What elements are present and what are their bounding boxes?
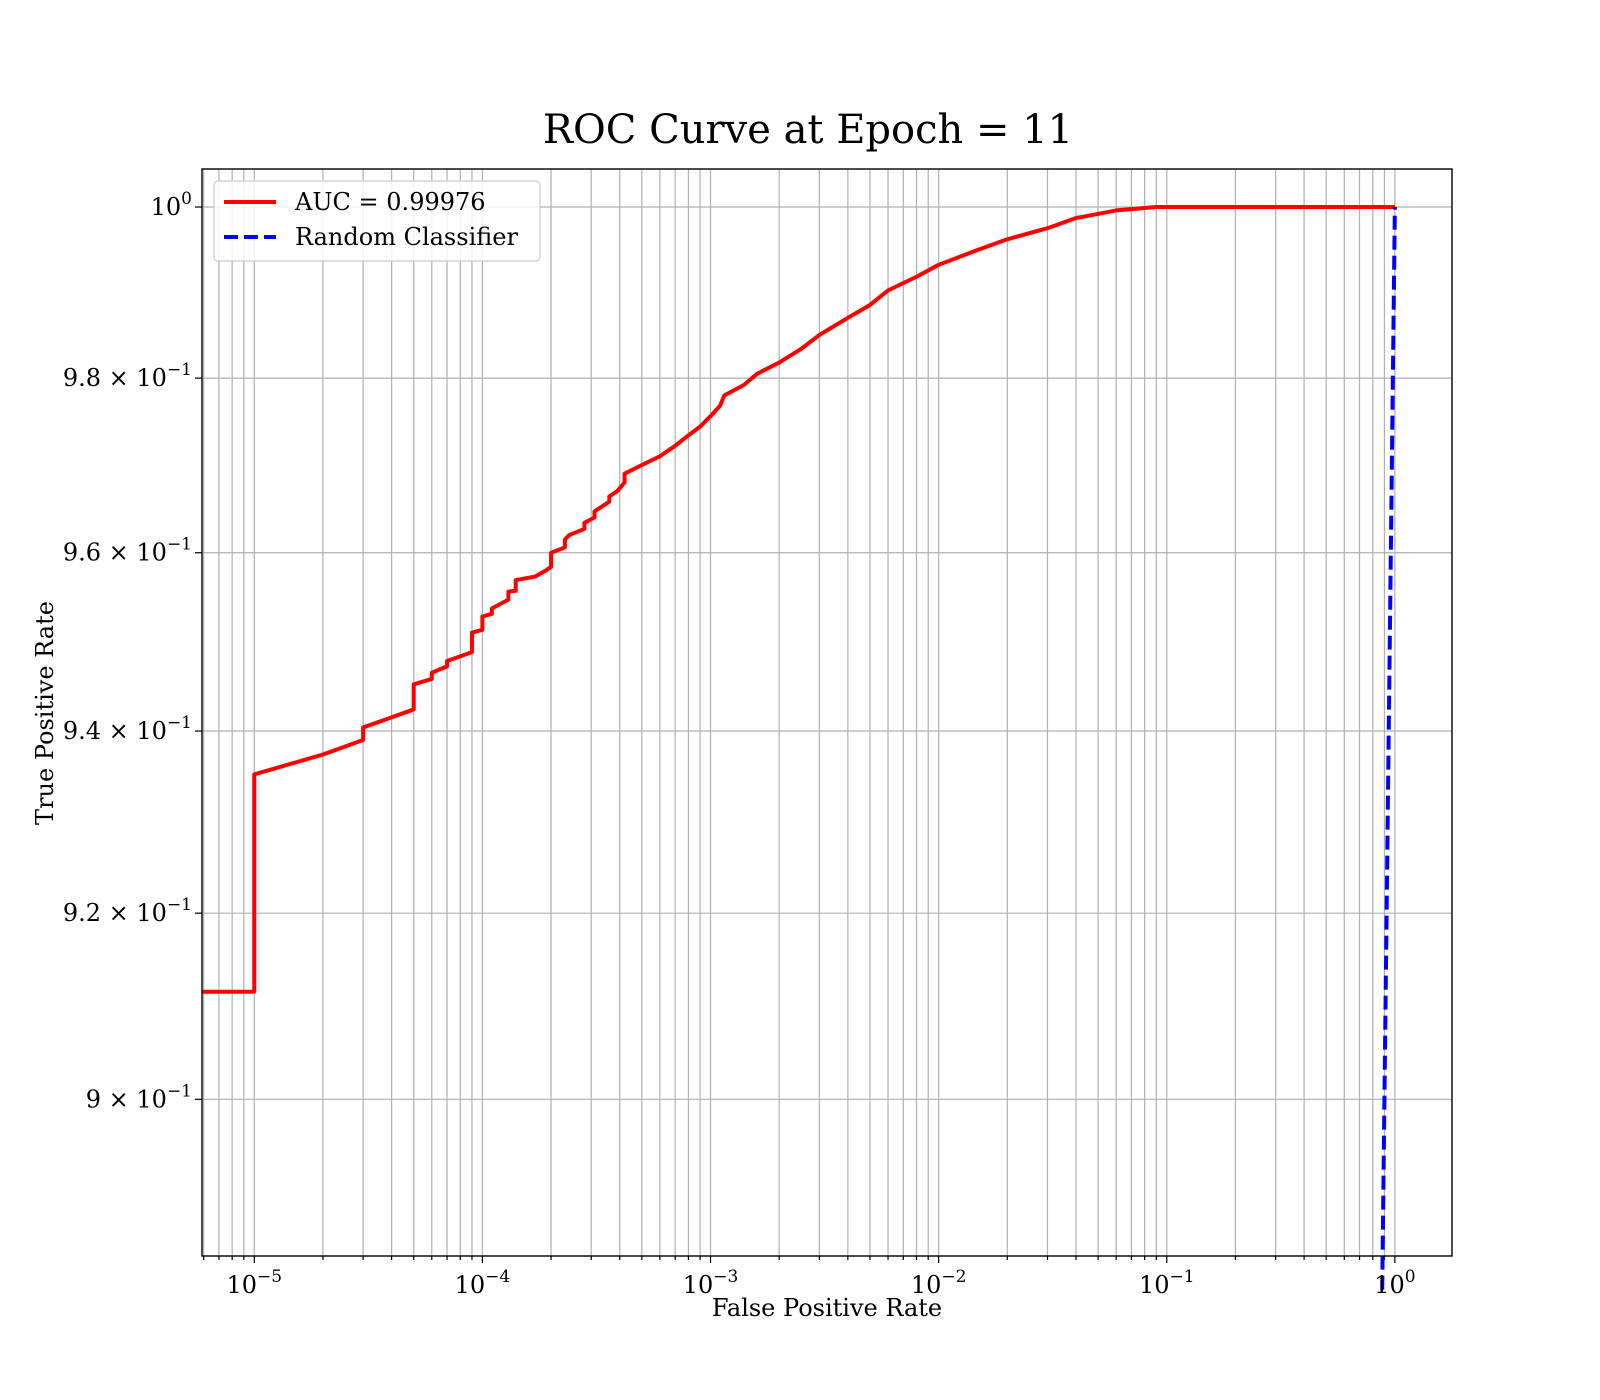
x-axis-label: False Positive Rate: [712, 1294, 942, 1322]
legend: AUC = 0.99976 Random Classifier: [213, 180, 541, 262]
y-tick-label: 9.8 × 10−1: [63, 360, 192, 392]
x-tick-label: 10−4: [455, 1267, 511, 1299]
y-tick-label: 9.6 × 10−1: [63, 535, 192, 567]
x-tick-label: 10−5: [226, 1267, 282, 1299]
y-tick-label: 9 × 10−1: [86, 1081, 192, 1113]
y-tick-label: 9.2 × 10−1: [63, 895, 192, 927]
x-tick-label: 100: [1374, 1267, 1415, 1299]
random-classifier-line: [1380, 206, 1397, 1290]
roc-curve-line: [202, 205, 1395, 994]
legend-box: [213, 180, 541, 262]
y-tick-label: 9.4 × 10−1: [63, 713, 192, 745]
y-tick-label: 100: [151, 189, 192, 221]
chart-title: ROC Curve at Epoch = 11: [543, 107, 1073, 153]
x-tick-label: 10−1: [1139, 1267, 1195, 1299]
legend-label-random: Random Classifier: [295, 223, 518, 251]
x-axis-ticks: 10−5 10−4 10−3 10−2 10−1 100: [203, 1256, 1416, 1299]
grid: [202, 169, 1452, 1256]
y-axis-ticks: 100 9.8 × 10−1 9.6 × 10−1 9.4 × 10−1 9.2 × 1…: [63, 189, 202, 1113]
y-axis-label: True Positive Rate: [31, 601, 59, 825]
plot-area: [202, 205, 1397, 1290]
axes-frame: [201, 168, 1453, 1257]
x-tick-label: 10−2: [911, 1267, 967, 1299]
x-tick-label: 10−3: [683, 1267, 739, 1299]
legend-label-auc: AUC = 0.99976: [294, 188, 486, 216]
